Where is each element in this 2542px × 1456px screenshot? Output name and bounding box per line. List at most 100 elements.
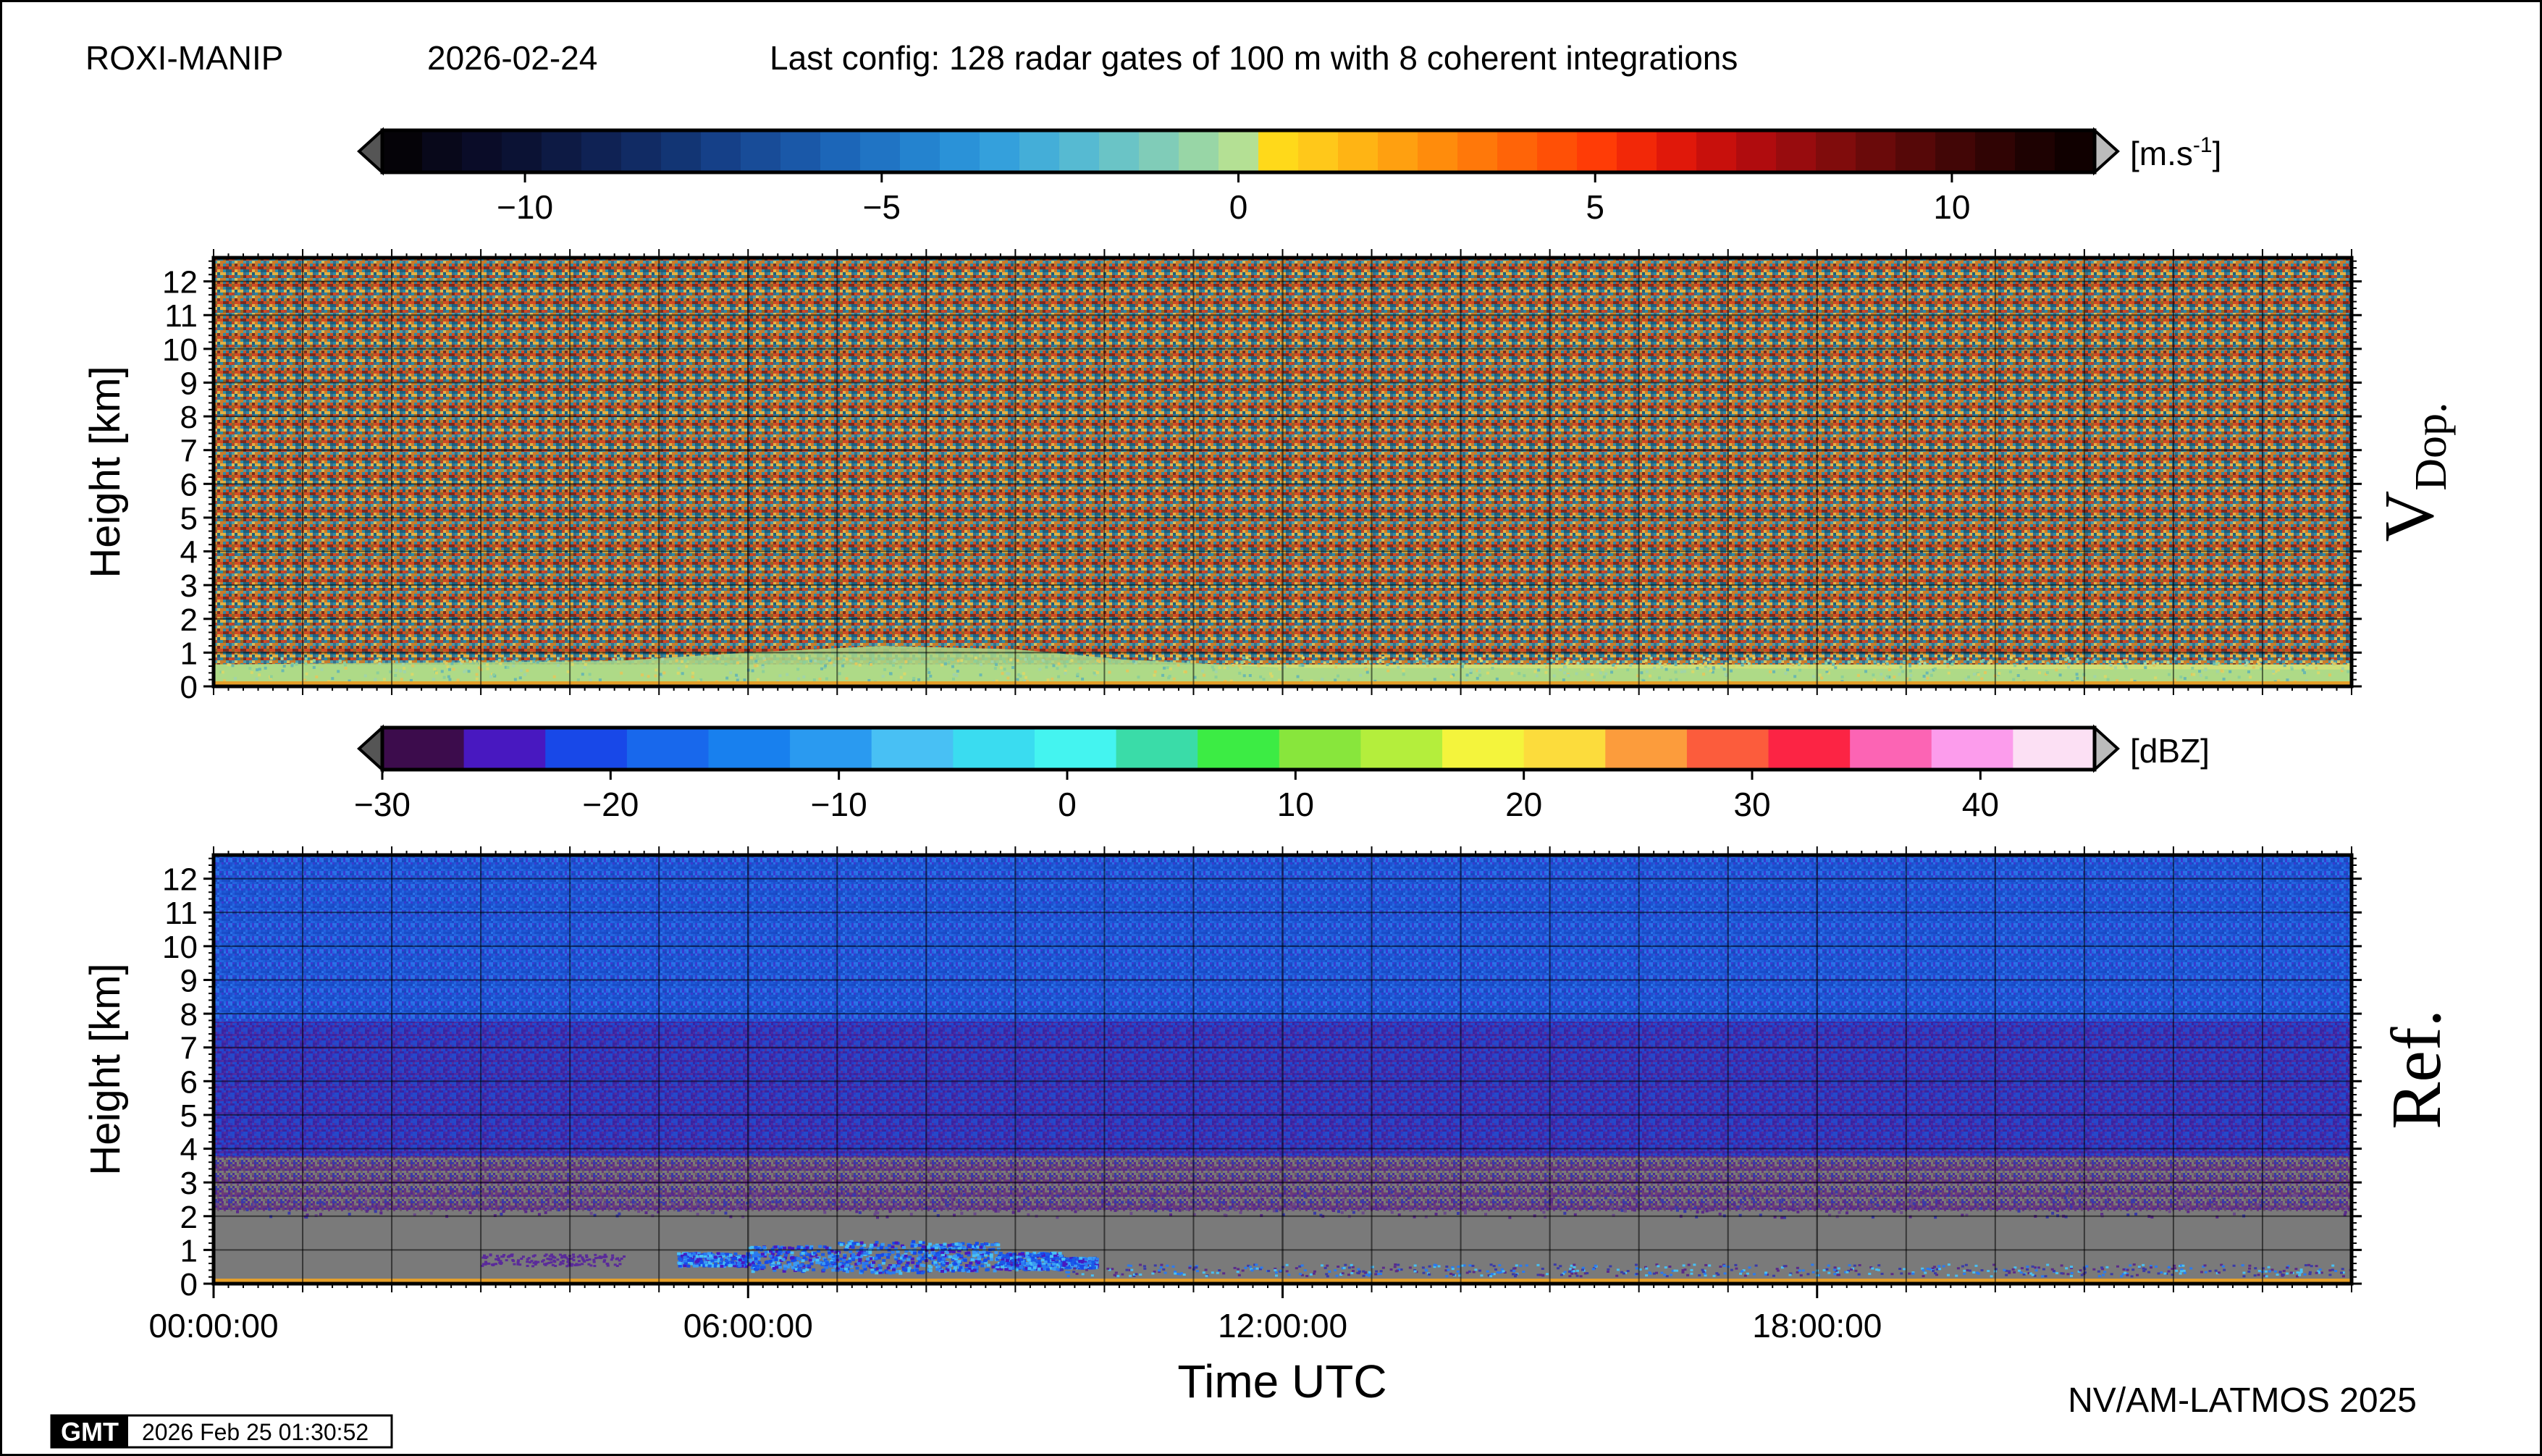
vdop-ytick-label: 12 — [162, 265, 198, 300]
vdop-colorbar-tick-label: −5 — [863, 188, 901, 226]
vdop-colorbar-swatch — [1099, 130, 1140, 172]
vdop-colorbar-swatch — [462, 130, 502, 172]
vdop-colorbar-tick-label: 10 — [1933, 188, 1970, 226]
ref-colorbar-swatch — [708, 728, 791, 770]
ref-colorbar-swatch — [2013, 728, 2095, 770]
ref-colorbar-swatch — [1605, 728, 1688, 770]
ref-ytick-label: 5 — [180, 1098, 198, 1134]
ref-colorbar — [357, 724, 2120, 773]
vdop-ytick-label: 10 — [162, 332, 198, 368]
ref-colorbar-tick-label: 10 — [1277, 786, 1314, 823]
vdop-ytick-label: 11 — [164, 298, 198, 334]
vdop-colorbar-swatch — [900, 130, 940, 172]
vdop-colorbar-swatch — [1577, 130, 1617, 172]
ref-ytick-label: 3 — [180, 1166, 198, 1201]
vdop-ytick-label: 8 — [180, 400, 198, 435]
vdop-colorbar-swatch — [1418, 130, 1458, 172]
vdop-colorbar-ticks: −10 −5 0 5 10 — [497, 172, 1971, 226]
ref-ylabel: Height [km] — [82, 963, 129, 1175]
ref-colorbar-tick-label: 40 — [1962, 786, 1999, 823]
vdop-ytick-label: 2 — [180, 602, 198, 638]
ref-ytick-label: 6 — [180, 1064, 198, 1100]
vdop-colorbar-swatch — [1975, 130, 2016, 172]
ref-colorbar-max-arrow — [2093, 724, 2120, 773]
ref-ytick-label: 1 — [180, 1233, 198, 1268]
vdop-colorbar-swatch — [1736, 130, 1777, 172]
vdop-colorbar-swatch — [1298, 130, 1339, 172]
vdop-colorbar-swatch — [1617, 130, 1657, 172]
ref-colorbar-tick-label: 30 — [1733, 786, 1770, 823]
vdop-ytick-label: 0 — [180, 670, 198, 705]
vdop-ylabel: Height [km] — [82, 366, 129, 578]
ref-colorbar-tick-label: −20 — [582, 786, 639, 823]
vdop-ytick-label: 7 — [180, 434, 198, 469]
config-title: Last config: 128 radar gates of 100 m wi… — [770, 39, 1738, 77]
credit-text: NV/AM-LATMOS 2025 — [2068, 1381, 2417, 1420]
vdop-colorbar — [357, 127, 2120, 176]
ref-colorbar-swatch — [1198, 728, 1280, 770]
vdop-colorbar-swatch — [1895, 130, 1936, 172]
vdop-ytick-label: 3 — [180, 568, 198, 604]
vdop-colorbar-swatch — [1457, 130, 1498, 172]
ref-colorbar-swatch — [626, 728, 710, 770]
gmt-logo: GMT — [61, 1417, 119, 1447]
vdop-colorbar-swatch — [860, 130, 901, 172]
vdop-colorbar-swatch — [661, 130, 702, 172]
vdop-colorbar-swatch — [1219, 130, 1259, 172]
ref-colorbar-swatch — [1850, 728, 1932, 770]
ref-colorbar-swatch — [1279, 728, 1362, 770]
vdop-ytick-label: 1 — [180, 636, 198, 671]
ref-colorbar-tick-label: −10 — [811, 786, 867, 823]
vdop-colorbar-swatch — [1657, 130, 1697, 172]
vdop-panel-label: VDop. — [2370, 402, 2456, 542]
vdop-colorbar-min-arrow — [357, 127, 384, 176]
vdop-grid — [214, 258, 2352, 686]
vdop-ytick-label: 4 — [180, 535, 198, 571]
vdop-colorbar-swatch — [1139, 130, 1179, 172]
date-title: 2026-02-24 — [427, 39, 597, 77]
ref-panel-label: Ref. — [2378, 1009, 2456, 1129]
ref-grid — [214, 855, 2352, 1284]
time-xtick-label: 00:00:00 — [148, 1307, 278, 1345]
vdop-colorbar-swatch — [2055, 130, 2095, 172]
ref-colorbar-swatch — [382, 728, 465, 770]
vdop-colorbar-swatch — [701, 130, 741, 172]
vdop-colorbar-swatch — [1059, 130, 1100, 172]
vdop-colorbar-swatch — [1179, 130, 1219, 172]
vdop-colorbar-swatch — [820, 130, 861, 172]
ref-colorbar-tick-label: −30 — [354, 786, 411, 823]
vdop-colorbar-swatch — [980, 130, 1020, 172]
ref-colorbar-swatch — [1523, 728, 1607, 770]
ref-ytick-label: 2 — [180, 1200, 198, 1235]
vdop-colorbar-unit: [m.s-1] — [2130, 133, 2221, 172]
vdop-colorbar-swatch — [502, 130, 542, 172]
time-xtick-label: 18:00:00 — [1752, 1307, 1882, 1345]
vdop-ytick-label: 6 — [180, 467, 198, 502]
timestamp-text: 2026 Feb 25 01:30:52 — [142, 1419, 369, 1445]
ref-colorbar-min-arrow — [357, 724, 384, 773]
vdop-colorbar-swatch — [581, 130, 622, 172]
time-xtick-label: 06:00:00 — [683, 1307, 813, 1345]
ref-ytick-label: 10 — [162, 930, 198, 965]
ref-colorbar-swatch — [1116, 728, 1198, 770]
vdop-colorbar-swatch — [1338, 130, 1379, 172]
vdop-colorbar-swatch — [422, 130, 463, 172]
vdop-colorbar-swatch — [1816, 130, 1856, 172]
ref-ytick-label: 0 — [180, 1267, 198, 1303]
ref-ytick-label: 4 — [180, 1132, 198, 1168]
ref-colorbar-swatch — [545, 728, 628, 770]
ref-colorbar-swatch — [463, 728, 547, 770]
ref-ytick-label: 11 — [164, 896, 198, 931]
ref-colorbar-unit: [dBZ] — [2130, 732, 2210, 770]
vdop-colorbar-swatch — [2015, 130, 2055, 172]
vdop-colorbar-swatch — [1497, 130, 1538, 172]
vdop-colorbar-tick-label: 0 — [1229, 188, 1248, 226]
vdop-ytick-label: 5 — [180, 501, 198, 536]
vdop-colorbar-swatch — [1019, 130, 1060, 172]
